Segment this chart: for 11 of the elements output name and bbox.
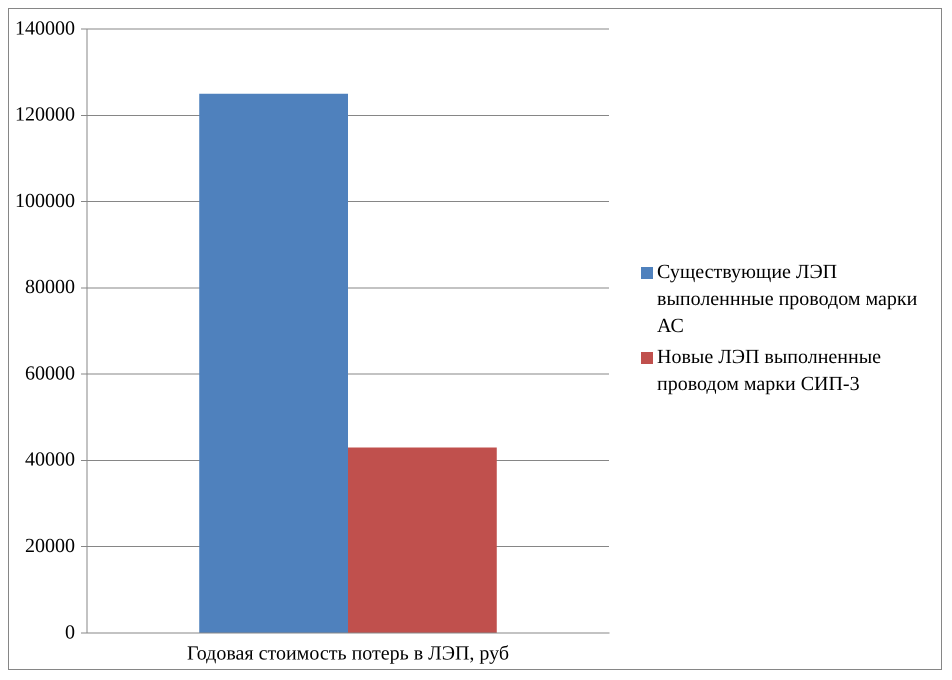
x-tick-label: Годовая стоимость потерь в ЛЭП, руб	[186, 642, 510, 664]
y-tick-label: 20000	[25, 534, 75, 557]
y-tick-label: 120000	[15, 104, 75, 126]
y-tick-label: 140000	[15, 17, 75, 40]
y-tick-label: 40000	[25, 448, 75, 471]
y-tick-label: 100000	[15, 190, 75, 212]
legend-label: Существующие ЛЭП выполеннные проводом марки АС	[657, 260, 918, 339]
y-tick-label: 0	[65, 621, 75, 644]
y-tick-label: 60000	[25, 362, 75, 384]
y-tick-label: 80000	[25, 276, 75, 298]
legend-label: Новые ЛЭП выполненные проводом марки СИП-3	[657, 345, 882, 397]
